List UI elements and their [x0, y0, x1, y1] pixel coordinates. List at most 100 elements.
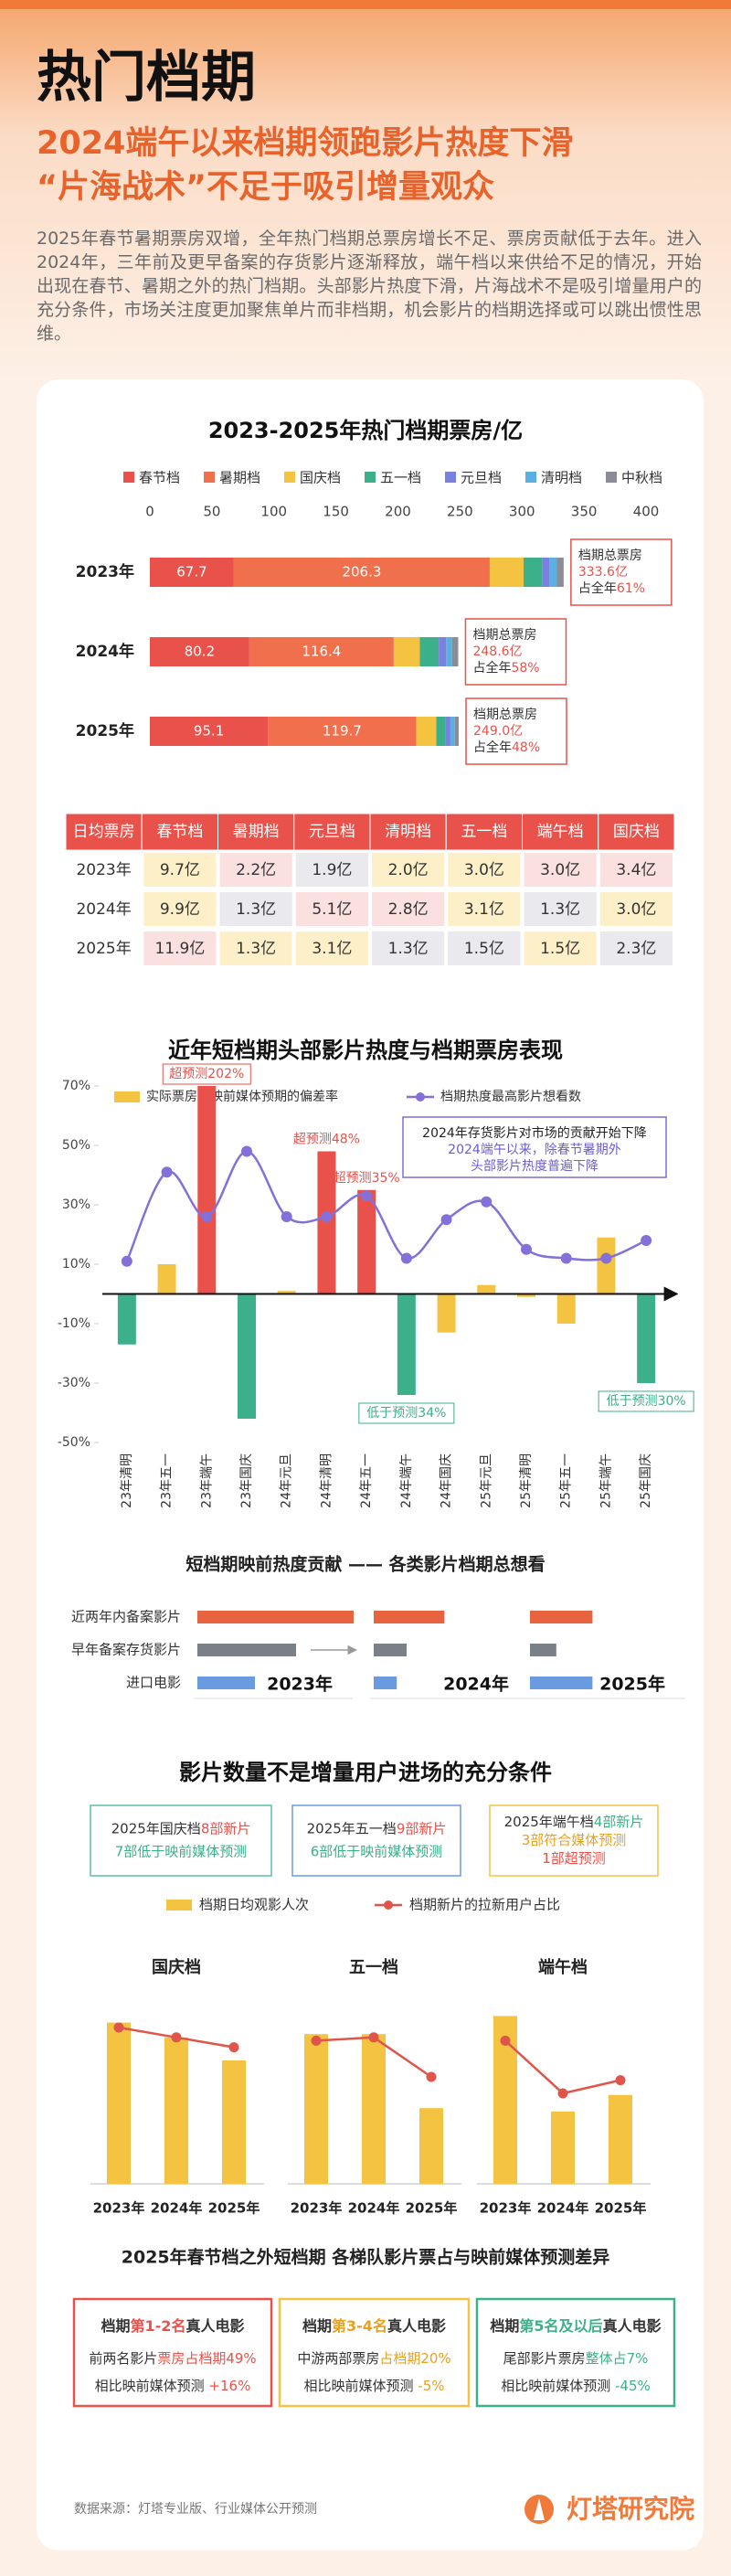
legend-label: 暑期档: [219, 470, 260, 486]
bar: [362, 2034, 386, 2184]
table-cell: [143, 853, 217, 887]
panel-title: 五一档: [349, 1957, 398, 1977]
line-point: [201, 1211, 213, 1222]
table-text: 2.8亿: [388, 900, 429, 919]
text-segment: 6部低于映前媒体预测: [311, 1843, 443, 1859]
bar-segment: [416, 717, 437, 746]
table-header: 端午档: [537, 823, 584, 841]
y-tick-label: 10%: [62, 1257, 90, 1272]
y-tick-label: 2024年: [76, 642, 134, 661]
line-point: [641, 1235, 652, 1246]
legend-swatch: [204, 472, 215, 483]
bar-segment: [450, 717, 455, 746]
bar-segment: [439, 637, 447, 666]
bar: [197, 1086, 217, 1294]
table-text: 1.3亿: [236, 940, 276, 958]
table-cell: [295, 892, 368, 926]
line-point: [600, 1252, 612, 1264]
table-header: 元旦档: [309, 823, 355, 841]
rich-text: 2025年五一档9部新片: [307, 1820, 447, 1836]
annotation-total: 333.6亿: [578, 565, 628, 580]
bar-segment: [419, 637, 440, 666]
value-label: 116.4: [302, 644, 341, 660]
annotation-total: 248.6亿: [472, 644, 522, 659]
bar-segment: [524, 558, 543, 587]
line-point: [615, 2075, 626, 2086]
table-text: 9.9亿: [160, 900, 200, 919]
rich-text: 3部符合媒体预测: [522, 1832, 627, 1848]
text-segment: 9部新片: [397, 1820, 447, 1836]
annotation-box: [570, 538, 673, 606]
bar: [609, 2094, 632, 2184]
section-title: 2025年春节档之外短档期 各梯队影片票占与映前媒体预测差异: [122, 2247, 610, 2268]
table-text: 2.3亿: [616, 940, 656, 958]
value-label: 低于预测34%: [366, 1406, 446, 1421]
rich-text: 相比映前媒体预测 +16%: [95, 2378, 251, 2394]
legend-label: 清明档: [541, 470, 582, 486]
value-label: 超预测35%: [334, 1171, 400, 1186]
table-text: 3.0亿: [464, 861, 504, 879]
bar: [530, 1611, 593, 1623]
table-header-cell: [293, 813, 371, 851]
x-tick-label: 250: [447, 504, 473, 520]
text-segment: 档期: [490, 2317, 519, 2335]
table-text: 3.1亿: [464, 900, 504, 919]
text-segment: 票房占档期49%: [157, 2350, 256, 2367]
annotation-line: 头部影片热度普遍下降: [471, 1159, 599, 1174]
chart-title: 影片数量不是增量用户进场的充分条件: [179, 1760, 552, 1785]
text-segment: 档期: [302, 2317, 332, 2335]
text-segment: 占全年: [473, 740, 512, 755]
label-box: [358, 1402, 455, 1424]
legend-label: 实际票房与映前媒体预期的偏差率: [146, 1089, 338, 1104]
x-tick-label: 24年端午: [399, 1453, 414, 1508]
rich-text: 相比映前媒体预测 -5%: [304, 2378, 445, 2394]
legend-swatch: [365, 472, 376, 483]
text-segment: 7部低于映前媒体预测: [115, 1843, 248, 1859]
bar: [222, 2060, 246, 2184]
line-point: [500, 2035, 511, 2046]
bar: [317, 1151, 336, 1294]
tier-box: [475, 2297, 676, 2408]
intro-text: 2025年春节暑期票房双增，全年热门档期总票房增长不足、票房贡献低于去年。进入2…: [37, 229, 702, 344]
bar: [517, 1293, 535, 1297]
text-segment: 第1-2名: [131, 2317, 186, 2335]
rich-text: 相比映前媒体预测 -45%: [501, 2378, 651, 2394]
value-label: 超预测202%: [169, 1067, 244, 1081]
table-cell: [599, 931, 673, 965]
x-tick-label: 24年清明: [319, 1453, 334, 1508]
line-point: [400, 1252, 412, 1264]
line-point: [121, 1255, 132, 1267]
table-header: 五一档: [461, 823, 507, 841]
bar: [437, 1293, 456, 1333]
table-cell: [372, 931, 445, 965]
rich-text: 6部低于映前媒体预测: [311, 1843, 443, 1859]
table-header-cell: [445, 813, 523, 851]
table-text: 1.3亿: [388, 940, 429, 958]
table-header: 清明档: [385, 823, 431, 841]
text-segment: 整体占7%: [586, 2350, 649, 2367]
x-tick-label: 25年国庆: [639, 1453, 653, 1508]
legend-label: 国庆档: [300, 470, 341, 486]
group-label: 2025年: [599, 1674, 665, 1695]
bar: [530, 1677, 593, 1689]
table-header-cell: [369, 813, 447, 851]
legend-label: 中秋档: [621, 470, 662, 486]
y-tick-label: -30%: [58, 1376, 90, 1390]
annotation-label: 档期总票房: [473, 708, 537, 722]
annotation-share: 占全年61%: [578, 580, 645, 596]
y-tick-label: -10%: [58, 1316, 90, 1331]
x-tick-label: 2023年: [480, 2200, 532, 2217]
value-label: 95.1: [194, 723, 224, 740]
bar-segment: [150, 637, 249, 666]
text-segment: 8部新片: [201, 1820, 251, 1836]
table-cell: [599, 892, 673, 926]
table-cell: [143, 892, 217, 926]
text-segment: -5%: [418, 2378, 444, 2394]
table-cell: [219, 931, 292, 965]
x-tick-label: 24年元旦: [280, 1453, 294, 1508]
x-tick-label: 24年国庆: [440, 1453, 454, 1508]
x-tick-label: 100: [260, 504, 287, 520]
y-tick-label: -50%: [58, 1435, 90, 1450]
text-segment: 尾部影片票房: [503, 2350, 586, 2367]
